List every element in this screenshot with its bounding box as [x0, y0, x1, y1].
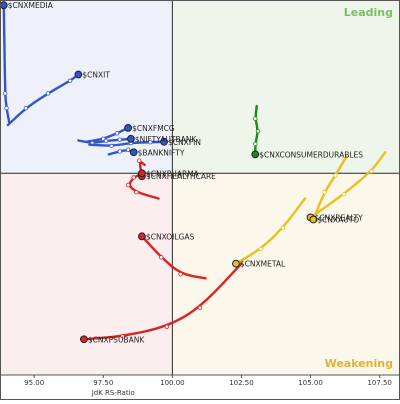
label-cnxmetal: $CNXMETAL — [240, 260, 286, 269]
tail-cnxhealthcare — [138, 161, 146, 178]
head-banknifty[interactable] — [129, 148, 138, 157]
label-layer: $CNXMEDIA$CNXIT$CNXFMCG$NIFTYAUTBANK$CNX… — [8, 1, 364, 344]
label-cnxpsubank: $CNXPSUBANK — [88, 335, 145, 344]
label-cnxit: $CNXIT — [82, 71, 110, 80]
tail-point-cnxit — [67, 78, 73, 84]
tail-layer — [2, 4, 387, 341]
quadrant-layer: Leading Weakening — [1, 1, 399, 375]
tail-point-cnxauto — [333, 173, 338, 178]
quadrant-leading — [172, 1, 399, 174]
head-cnxconsumerdurables[interactable] — [251, 150, 260, 159]
head-cnxpharma[interactable] — [138, 169, 146, 178]
tail-point-cnxconsumerdurables — [253, 141, 258, 147]
axis-layer — [1, 1, 399, 376]
tail-point-cnxfmcg — [114, 131, 120, 136]
label-banknifty: $BANKNIFTY — [138, 148, 185, 157]
label-cnxhealthcare: $CNXHEALTHCARE — [146, 172, 216, 181]
tail-point-cnxpsubank — [197, 305, 203, 310]
tail-point-cnxrealty — [369, 168, 374, 174]
label-niftyautbank: $NIFTYAUTBANK — [135, 135, 197, 144]
tail-point-cnxfin — [109, 143, 114, 149]
tail-point-cnxfin — [148, 139, 153, 145]
head-niftyautbank[interactable] — [127, 134, 135, 143]
head-cnxfmcg[interactable] — [124, 124, 133, 132]
x-tick-label: 100.00 — [160, 379, 185, 387]
x-tick-label: 105.00 — [298, 379, 323, 387]
label-cnxfin: $CNXFIN — [168, 138, 201, 147]
tail-point-niftyautbank — [117, 137, 123, 142]
x-tick-label: 102.50 — [229, 379, 254, 387]
tail-point-cnxit — [23, 105, 29, 111]
tail-point-cnxpsubank — [120, 334, 125, 339]
tail-cnxpsubank — [82, 262, 243, 341]
tail-point-cnxpharma — [131, 175, 136, 180]
tail-point-cnxconsumerdurables — [253, 116, 258, 121]
tail-point-niftyautbank — [103, 138, 109, 144]
x-tick-label: 97.50 — [93, 379, 113, 387]
tail-point-cnxpsubank — [164, 324, 170, 329]
tail-cnxit — [6, 73, 80, 127]
head-cnxauto[interactable] — [309, 215, 318, 224]
tail-point-cnxoilgas — [159, 255, 164, 260]
label-cnxrealty: $CNXREALTY — [315, 213, 364, 222]
tail-point-cnxit — [45, 91, 51, 96]
head-cnxfin[interactable] — [160, 137, 168, 146]
tail-point-cnxmetal — [280, 225, 286, 231]
tail-cnxfin — [88, 140, 166, 147]
quadrant-label-leading: Leading — [344, 6, 393, 19]
tail-point-cnxpharma — [125, 182, 131, 188]
tail-point-cnxmedia — [4, 105, 9, 111]
tail-point-cnxmetal — [258, 246, 264, 252]
head-cnxoilgas[interactable] — [138, 232, 146, 241]
tail-point-cnxauto — [322, 190, 327, 195]
tail-point-cnxoilgas — [178, 271, 183, 277]
quadrant-lagging — [1, 173, 173, 375]
tail-cnxrealty — [309, 151, 387, 219]
point-layer — [0, 1, 318, 344]
tail-point-cnxhealthcare — [136, 158, 142, 163]
tail-point-cnxrealty — [341, 192, 346, 197]
tail-point-cnxmedia — [2, 91, 8, 96]
label-cnxpharma: $CNXPHARMA — [146, 169, 200, 178]
x-axis-title: JdK RS-Ratio — [91, 389, 135, 397]
label-cnxmedia: $CNXMEDIA — [8, 1, 54, 10]
tail-point-banknifty — [125, 147, 131, 152]
head-cnxpsubank[interactable] — [80, 335, 88, 344]
quadrant-weakening — [172, 173, 399, 375]
tick-layer: 95.00 97.50 100.00 102.50 105.00 107.50 JdK RS… — [24, 375, 392, 397]
tail-cnxoilgas — [140, 235, 207, 280]
quadrant-label-weakening: Weakening — [325, 357, 393, 370]
x-tick-label: 107.50 — [367, 379, 392, 387]
label-cnxauto: $CNXAUTO — [317, 216, 359, 225]
head-cnxmedia[interactable] — [0, 1, 8, 10]
tail-point-cnxpharma — [134, 190, 139, 195]
tail-point-banknifty — [117, 149, 123, 154]
label-cnxconsumerdurables: $CNXCONSUMERDURABLES — [259, 150, 363, 159]
head-cnxmetal[interactable] — [232, 259, 240, 268]
label-cnxoilgas: $CNXOILGAS — [146, 232, 195, 241]
x-tick-label: 95.00 — [24, 379, 44, 387]
label-cnxfmcg: $CNXFMCG — [132, 124, 175, 133]
quadrant-improving — [1, 1, 173, 174]
tail-point-cnxconsumerdurables — [255, 129, 261, 134]
head-cnxit[interactable] — [74, 70, 83, 79]
